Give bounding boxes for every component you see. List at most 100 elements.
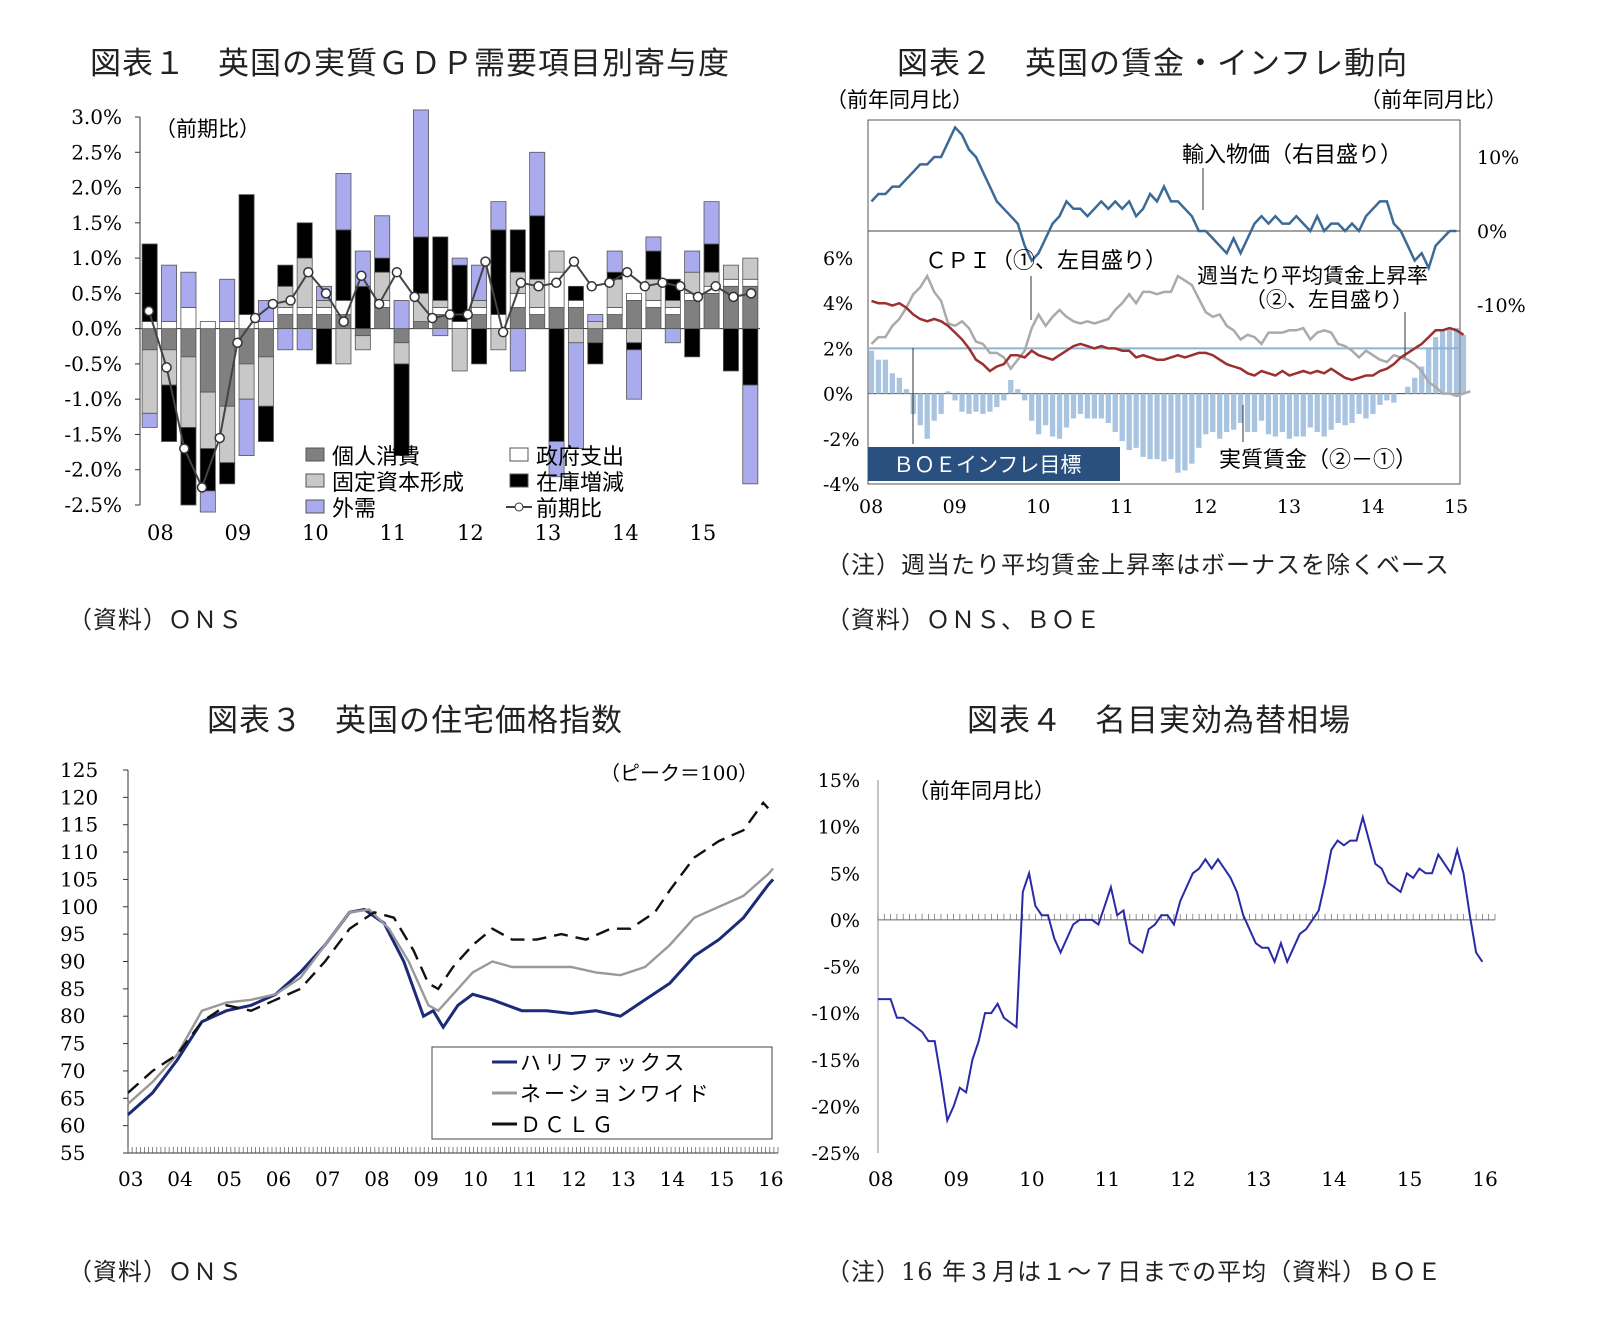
bar-segment bbox=[277, 264, 294, 287]
legend-label: 政府支出 bbox=[536, 445, 624, 470]
bar-segment bbox=[257, 321, 274, 330]
y-tick-label: -15% bbox=[811, 1050, 860, 1072]
bar-segment bbox=[180, 328, 197, 358]
bar-segment bbox=[567, 300, 584, 308]
bar-segment bbox=[432, 328, 449, 337]
y-tick-label: 1.0% bbox=[71, 246, 122, 270]
legend-label: 個人消費 bbox=[332, 445, 420, 470]
y-tick-label: 2.0% bbox=[71, 176, 122, 200]
real-wage-bar bbox=[1307, 393, 1313, 428]
legend-label: 在庫増減 bbox=[536, 471, 624, 496]
qoq-point bbox=[427, 312, 438, 324]
legend-marker bbox=[514, 502, 524, 512]
real-wage-bar bbox=[1119, 393, 1125, 442]
bar-segment bbox=[490, 201, 507, 231]
real-wage-bar bbox=[1335, 393, 1341, 423]
chart1-source: （資料）ＯＮＳ bbox=[68, 606, 243, 634]
bar-segment bbox=[548, 328, 565, 442]
real-wage-bar bbox=[1077, 393, 1084, 414]
qoq-point bbox=[320, 288, 332, 299]
real-wage-bar bbox=[1140, 393, 1146, 457]
real-wage-bar bbox=[1175, 393, 1181, 473]
bar-segment bbox=[703, 292, 720, 330]
bar-segment bbox=[626, 342, 643, 351]
bar-segment bbox=[471, 314, 488, 330]
real-wage-bar bbox=[1349, 393, 1355, 423]
x-tick-label: 13 bbox=[535, 521, 562, 545]
x-tick-label: 16 bbox=[758, 1167, 783, 1191]
x-tick-label: 14 bbox=[660, 1167, 685, 1191]
x-tick-label: 08 bbox=[147, 521, 174, 545]
qoq-point bbox=[267, 298, 279, 310]
real-wage-bar bbox=[1070, 393, 1077, 419]
bar-segment bbox=[141, 412, 158, 428]
bar-segment bbox=[471, 300, 488, 308]
chart1-title: 図表１ 英国の実質ＧＤＰ需要項目別寄与度 bbox=[90, 46, 730, 82]
qoq-point bbox=[179, 443, 190, 454]
bar-segment bbox=[529, 215, 546, 280]
bar-segment bbox=[664, 300, 681, 308]
y-tick-label: 0.5% bbox=[71, 281, 122, 305]
qoq-point bbox=[745, 288, 757, 299]
qoq-point bbox=[533, 281, 544, 292]
y-left-label: 4% bbox=[823, 293, 853, 315]
qoq-point bbox=[285, 295, 296, 306]
real-wage-bar bbox=[875, 359, 882, 394]
y-tick-label: 100 bbox=[60, 895, 98, 919]
bar-segment bbox=[374, 271, 391, 301]
bar-segment bbox=[180, 307, 197, 330]
left-unit: （前年同月比） bbox=[826, 88, 973, 112]
legend-box bbox=[431, 1046, 773, 1140]
x-tick-label: 10 bbox=[463, 1167, 488, 1191]
bar-segment bbox=[529, 151, 546, 217]
bar-segment bbox=[606, 314, 623, 330]
chart3-title: 図表３ 英国の住宅価格指数 bbox=[207, 703, 623, 739]
y-right-label: 0% bbox=[1477, 221, 1507, 243]
y-tick-label: -2.5% bbox=[64, 493, 122, 517]
real-wage-bar bbox=[1105, 393, 1111, 423]
chart4-title: 図表４ 名目実効為替相場 bbox=[967, 703, 1351, 739]
real-wage-bar bbox=[1210, 393, 1216, 433]
real-wage-bar bbox=[1363, 393, 1369, 419]
legend-label: 固定資本形成 bbox=[332, 471, 464, 496]
real-wage-bar bbox=[1182, 393, 1188, 471]
x-tick-label: 11 bbox=[380, 521, 407, 545]
real-wage-bar bbox=[1056, 393, 1063, 439]
real-wage-bar bbox=[896, 377, 902, 394]
y-tick-label: 15% bbox=[818, 770, 860, 792]
real-wage-bar bbox=[924, 393, 930, 439]
bar-segment bbox=[393, 300, 410, 330]
real-wage-bar bbox=[1042, 393, 1049, 426]
real-wage-bar bbox=[938, 393, 944, 414]
chart3-source: （資料）ＯＮＳ bbox=[68, 1258, 243, 1286]
x-tick-label: 11 bbox=[512, 1167, 537, 1191]
bar-segment bbox=[219, 462, 236, 485]
qoq-point bbox=[444, 309, 456, 320]
real-wage-bar bbox=[1370, 393, 1376, 414]
x-tick-label: 08 bbox=[364, 1167, 389, 1191]
bar-segment bbox=[277, 328, 294, 351]
real-wage-bar bbox=[966, 393, 972, 414]
real-wage-bar bbox=[1300, 393, 1306, 437]
bar-segment bbox=[567, 328, 584, 344]
y-tick-label: 120 bbox=[60, 785, 98, 809]
x-tick-label: 08 bbox=[868, 1167, 893, 1191]
y-left-label: -4% bbox=[823, 474, 860, 496]
bar-segment bbox=[509, 328, 526, 372]
bar-segment bbox=[257, 328, 274, 358]
legend-swatch bbox=[509, 473, 529, 488]
x-tick-label: 12 bbox=[1193, 496, 1217, 518]
bar-segment bbox=[277, 307, 294, 315]
bar-segment bbox=[684, 250, 701, 273]
boe-label: ＢＯＥインフレ目標 bbox=[893, 453, 1081, 477]
y-tick-label: 105 bbox=[60, 867, 98, 891]
bar-segment bbox=[742, 328, 759, 386]
x-tick-label: 13 bbox=[1246, 1167, 1271, 1191]
real-wage-bar bbox=[1314, 393, 1320, 433]
real-wage-bar bbox=[1286, 393, 1293, 439]
bar-segment bbox=[684, 300, 701, 330]
unit-note: （ピーク＝100） bbox=[600, 761, 758, 785]
legend-swatch bbox=[305, 499, 325, 514]
panel-chart2: 図表２ 英国の賃金・インフレ動向 6% 4% 2% 0% -2% -4% 10% 0% -10%… bbox=[805, 0, 1610, 650]
bar-segment bbox=[722, 264, 739, 280]
